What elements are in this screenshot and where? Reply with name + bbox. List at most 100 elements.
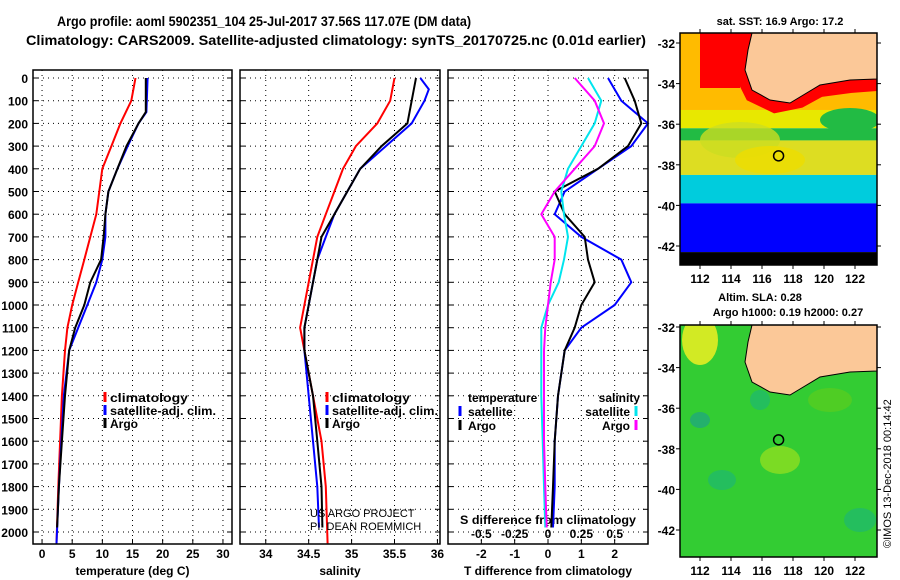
- sla-blob: [760, 446, 800, 474]
- depth-tick-label: 1300: [1, 367, 28, 381]
- lon-tick-label: 120: [814, 272, 834, 286]
- argo-position-marker: [772, 150, 785, 162]
- lon-tick-label: 114: [721, 564, 741, 578]
- lat-tick-label: -42: [658, 240, 676, 254]
- profile-panel-3: -2 -1 0 1 2 T difference from climatology -0.5…: [447, 69, 650, 578]
- panel-frame: [239, 69, 441, 545]
- lon-tick-label: 116: [752, 272, 772, 286]
- panel-frame: [447, 69, 649, 545]
- map-field: [680, 325, 877, 557]
- legend-label: climatology: [110, 391, 188, 405]
- sla-blob: [808, 388, 852, 412]
- series-line-argo: [303, 77, 417, 528]
- sla-map-subtitle: Argo h1000: 0.19 h2000: 0.27: [713, 307, 863, 319]
- lat-tick-label: -34: [658, 362, 676, 376]
- depth-tick-label: 1400: [1, 390, 28, 404]
- series-line-climatology: [299, 77, 396, 544]
- x-tick-label: 2: [611, 547, 618, 561]
- pi-text: PI: DEAN ROEMMICH: [310, 521, 421, 533]
- depth-tick-label: 1200: [1, 344, 28, 358]
- legend-heading: temperature: [468, 391, 538, 405]
- legend-label: Argo: [468, 419, 496, 433]
- x-tick-label: 20: [156, 547, 170, 561]
- lon-tick-label: 118: [783, 564, 803, 578]
- lon-tick-label: 114: [721, 272, 741, 286]
- land-australia: [744, 33, 877, 104]
- lat-tick-label: -42: [658, 524, 676, 538]
- x-tick-label: 34.5: [297, 547, 321, 561]
- x-tick-label: -2: [476, 547, 487, 561]
- s-tick-label: -0.5: [471, 527, 492, 541]
- map-frame: [679, 32, 878, 266]
- sla-blob: [750, 390, 770, 410]
- depth-tick-label: 400: [8, 163, 28, 177]
- panel-frame: [32, 69, 233, 545]
- x-tick-label: 15: [126, 547, 140, 561]
- lat-tick-label: -34: [658, 78, 676, 92]
- x-tick-label: 30: [216, 547, 230, 561]
- depth-tick-label: 1000: [1, 299, 28, 313]
- lon-tick-label: 116: [752, 564, 772, 578]
- x-axis-label: temperature (deg C): [75, 564, 189, 578]
- depth-tick-label: 500: [8, 186, 28, 200]
- depth-tick-label: 600: [8, 208, 28, 222]
- series-line-satellite-adj-clim-: [303, 77, 430, 528]
- depth-tick-label: 200: [8, 117, 28, 131]
- x-tick-label: 34: [259, 547, 273, 561]
- x-tick-label: 36: [431, 547, 445, 561]
- x-tick-label: 25: [186, 547, 200, 561]
- s-axis-label: S difference from climatology: [460, 513, 636, 527]
- depth-tick-label: 1100: [2, 322, 28, 336]
- s-tick-label: -0.25: [501, 527, 529, 541]
- legend-label: satellite-adj. clim.: [332, 404, 438, 418]
- sla-blob: [682, 325, 718, 365]
- profile-panel-1: 0100200300400500600700800900100011001200…: [1, 69, 233, 578]
- lat-tick-label: -32: [658, 321, 676, 335]
- x-tick-label: 1: [578, 547, 585, 561]
- sla-blob: [844, 508, 876, 532]
- lon-tick-label: 122: [845, 272, 865, 286]
- credit-text: US ARGO PROJECT: [310, 508, 415, 520]
- sst-warm-patch: [700, 33, 740, 88]
- argo-position-marker: [772, 434, 785, 446]
- map-frame: [679, 324, 878, 558]
- profile-panel-2: 34 34.5 35 35.5 36 salinity climatologysatelli…: [239, 69, 445, 578]
- legend-label: Argo: [110, 417, 138, 431]
- s-tick-label: 0.5: [606, 527, 623, 541]
- sst-band: [680, 203, 877, 253]
- depth-tick-label: 1800: [1, 481, 28, 495]
- depth-tick-label: 2000: [1, 526, 28, 540]
- depth-tick-label: 900: [8, 276, 28, 290]
- legend-label: Argo: [332, 417, 360, 431]
- x-axis-label: T difference from climatology: [464, 564, 632, 578]
- series-line-climatology: [55, 77, 137, 544]
- lon-tick-label: 112: [690, 564, 710, 578]
- series-line-argo: [56, 78, 147, 528]
- lat-tick-label: -40: [658, 483, 676, 497]
- land-australia: [744, 325, 877, 396]
- legend-label: climatology: [332, 391, 410, 405]
- depth-tick-label: 0: [21, 72, 28, 86]
- sst-band: [680, 174, 877, 204]
- x-tick-label: 5: [69, 547, 76, 561]
- sla-blob: [690, 412, 710, 428]
- lat-tick-label: -38: [658, 443, 676, 457]
- sst-coastal-warm: [734, 33, 877, 114]
- lat-tick-label: -38: [658, 159, 676, 173]
- title-line-1: Argo profile: aoml 5902351_104 25-Jul-20…: [57, 13, 471, 29]
- map-field: [680, 33, 877, 265]
- x-tick-label: -1: [509, 547, 520, 561]
- title-line-2: Climatology: CARS2009. Satellite-adjuste…: [26, 32, 646, 48]
- sla-map-title: Altim. SLA: 0.28: [718, 292, 802, 304]
- depth-tick-label: 1600: [1, 435, 28, 449]
- lat-tick-label: -40: [658, 199, 676, 213]
- legend-heading: salinity: [599, 391, 641, 405]
- sla-map: -32 -34 -36 -38 -40 -42 112 114 116 118 120 122: [658, 321, 881, 578]
- x-axis-label: salinity: [319, 564, 361, 578]
- legend-label: satellite: [468, 405, 513, 419]
- s-tick-label: 0: [545, 527, 552, 541]
- lon-tick-label: 118: [783, 272, 803, 286]
- lat-tick-label: -36: [658, 402, 676, 416]
- lon-tick-label: 112: [690, 272, 710, 286]
